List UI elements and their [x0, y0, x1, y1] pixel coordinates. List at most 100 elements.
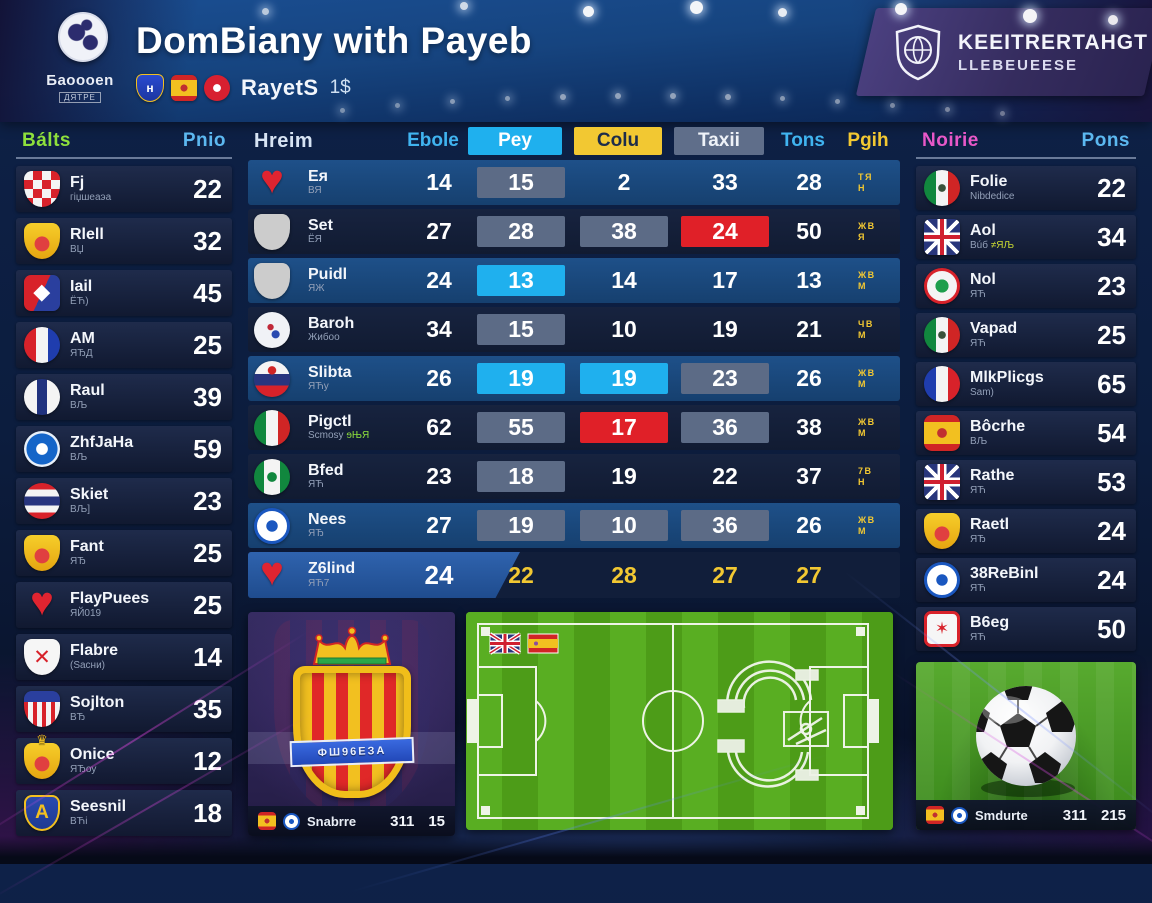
soccer-ball-photo-card: Smdurte 311 215	[916, 662, 1136, 830]
stats-row[interactable]: Pigctl Scmosy ɘЊЯ 62 55 17 36 38 ЖВ М	[248, 405, 900, 450]
crest-spain-icon	[171, 75, 197, 101]
sq-ujack-icon	[924, 219, 960, 255]
club-row[interactable]: ZhfJaHa ВЉ 59	[16, 426, 232, 472]
club-sublabel: Nibdedice	[970, 190, 1015, 202]
club-row[interactable]: AM ЯЂД 25	[16, 322, 232, 368]
header-subtitle: RayetS	[241, 75, 319, 100]
points-value: 45	[193, 277, 222, 308]
club-name-block: Baroh Жибоо	[308, 315, 410, 345]
points-value: 54	[1097, 417, 1126, 448]
stats-row[interactable]: Baroh Жибоо 34 15 10 19 21 ЧВ М	[248, 307, 900, 352]
badge-title: KEEITRERTAHGT	[958, 31, 1148, 55]
club-row[interactable]: Fj гіџшеаэа 22	[16, 166, 232, 212]
club-name: Rathe	[970, 467, 1015, 485]
club-name: Seesnil	[70, 798, 127, 816]
stat-cell: 21	[796, 316, 822, 342]
pitch-markings	[467, 623, 879, 819]
club-sublabel: ЯЖ	[308, 283, 325, 295]
club-name-block: Bfed ЯЋ	[308, 462, 410, 492]
club-name: Rlell	[70, 226, 104, 244]
rank-badge: ЖВ М	[858, 269, 876, 291]
stat-value-box: 19	[580, 363, 668, 394]
shield-blue-A-icon	[24, 795, 60, 831]
spain-flag-icon	[527, 633, 559, 654]
stat-value-box: 28	[477, 216, 565, 247]
stat-value-box: 18	[477, 461, 565, 492]
points-value: 25	[193, 537, 222, 568]
shield-bluered-icon	[254, 213, 290, 250]
club-name: Sojlton	[70, 694, 125, 712]
club-row[interactable]: 38ReBinl ЯЋ 24	[916, 558, 1136, 602]
stats-row[interactable]: Set ЁЯ 27 28 38 24 50 ЖВ Я	[248, 209, 900, 254]
stadium-light-dot	[890, 103, 895, 108]
club-row[interactable]: Sojlton ВЂ 35	[16, 686, 232, 732]
club-row[interactable]: Raetl ЯЂ 24	[916, 509, 1136, 553]
club-sublabel: ЯЋy	[308, 381, 329, 393]
tab-c2[interactable]: Pey	[468, 127, 562, 155]
club-row[interactable]: Vapad ЯЋ 25	[916, 313, 1136, 357]
crest-blue-icon	[136, 74, 164, 102]
club-row[interactable]: MlkPlicgs Sam) 65	[916, 362, 1136, 406]
club-row[interactable]: Bôcrhe ВЉ 54	[916, 411, 1136, 455]
club-name: Fant	[70, 538, 104, 556]
club-name-block: 38ReBinl ЯЋ	[970, 565, 1097, 595]
stats-row[interactable]: Nees ЯЂ 27 19 10 36 26 ЖВ М	[248, 503, 900, 548]
column-header-c1: Ebole	[407, 130, 459, 151]
circ-mexico-icon	[924, 317, 960, 353]
points-value: 24	[1097, 564, 1126, 595]
stadium-light-dot	[690, 1, 703, 14]
circ-italy-icon	[254, 409, 290, 446]
points-value: 25	[1097, 319, 1126, 350]
tab-c3[interactable]: Colu	[574, 127, 662, 155]
club-row[interactable]: Folie Nibdedice 22	[916, 166, 1136, 210]
club-name: Set	[308, 216, 333, 234]
stat-cell: 17	[712, 267, 738, 293]
club-row[interactable]: Rlell ВЏ 32	[16, 218, 232, 264]
stat-cell: 38	[574, 216, 674, 247]
stats-row[interactable]: Puidl ЯЖ 24 13 14 17 13 ЖВ М	[248, 258, 900, 303]
stadium-light-dot	[262, 8, 269, 15]
club-sublabel-extra: ɘЊЯ	[343, 430, 370, 442]
rank-badge: ЖВ Я	[858, 220, 876, 242]
points-value: 18	[193, 797, 222, 828]
stat-cell: 50	[796, 218, 822, 244]
club-row[interactable]: Skiet ВЉ] 23	[16, 478, 232, 524]
stats-row[interactable]: Bfed ЯЋ 23 18 19 22 37 7В Н	[248, 454, 900, 499]
stat-cell: 36	[674, 412, 776, 443]
crest-bar-value-2: 15	[428, 812, 445, 830]
club-name: Aol	[970, 222, 996, 240]
club-sublabel: ЯЋ	[970, 631, 986, 643]
stat-cell: 28	[468, 216, 574, 247]
tournament-badge: KEEITRERTAHGT LLEBEUEESE	[855, 8, 1152, 96]
club-name-block: MlkPlicgs Sam)	[970, 369, 1097, 399]
club-row[interactable]: Raul ВЉ 39	[16, 374, 232, 420]
soccer-ball-image	[976, 686, 1076, 797]
club-row[interactable]: Fant ЯЂ 25	[16, 530, 232, 576]
club-row[interactable]: Rathe ЯЋ 53	[916, 460, 1136, 504]
club-name-block: Rathe ЯЋ	[970, 467, 1097, 497]
stat-cell: 19	[468, 510, 574, 541]
tab-c4[interactable]: Taxii	[674, 127, 764, 155]
club-name: Folie	[970, 173, 1008, 191]
stats-row[interactable]: Slibta ЯЋy 26 19 19 23 26 ЖВ М	[248, 356, 900, 401]
stat-value-box: 19	[477, 510, 565, 541]
shield-stripes-chief-icon	[24, 691, 60, 727]
points-value: 35	[193, 693, 222, 724]
stat-value-box: 13	[477, 265, 565, 296]
club-row[interactable]: Flabre(Ѕасни)14	[16, 634, 232, 680]
club-row[interactable]: Nol ЯЋ 23	[916, 264, 1136, 308]
club-row[interactable]: Iail ЁЋ) 45	[16, 270, 232, 316]
club-row[interactable]: Aol Вúб ≠ЯЉ 34	[916, 215, 1136, 259]
stat-cell: 10	[611, 316, 637, 342]
bottom-fade	[0, 836, 1152, 864]
uk-flag-icon	[488, 632, 522, 655]
club-name: Pigctl	[308, 412, 352, 430]
circ-blue-ring-icon	[951, 806, 968, 824]
club-name-block: Skiet ВЉ]	[70, 486, 193, 516]
